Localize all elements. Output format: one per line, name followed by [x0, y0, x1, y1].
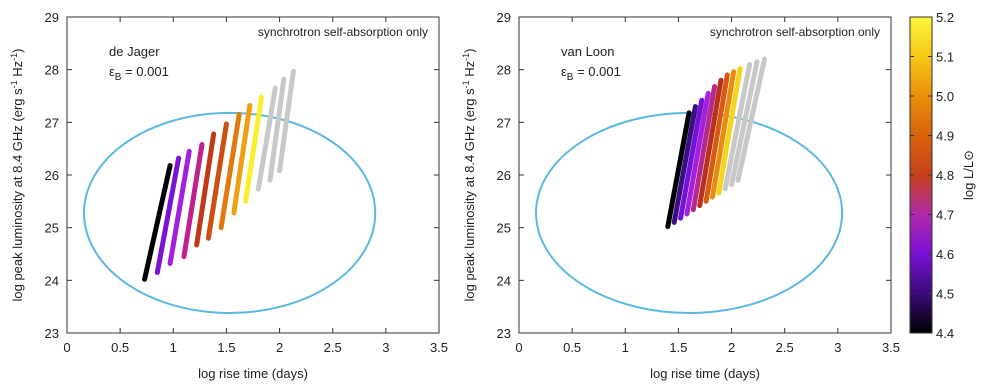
y-label-hz: Hz	[462, 61, 477, 81]
x-tick-label: 0.5	[111, 340, 129, 355]
colorbar-tick-label: 4.7	[936, 208, 954, 223]
colorbar-tick-label: 4.9	[936, 129, 954, 144]
series-line-3	[167, 148, 192, 266]
series-line-4	[181, 141, 205, 260]
x-tick-label: 3.5	[882, 340, 900, 355]
x-tick-label: 2.5	[776, 340, 794, 355]
y-label-main: log peak luminosity at 8.4 GHz (erg s	[462, 88, 477, 302]
y-label-sup2: -1	[9, 53, 19, 61]
x-tick-label: 1	[170, 340, 177, 355]
x-tick-label: 1	[622, 340, 629, 355]
y-label-sup2: -1	[461, 53, 471, 61]
x-tick-label: 3	[382, 340, 389, 355]
series-line-6	[205, 121, 229, 241]
x-tick-label: 1.5	[217, 340, 235, 355]
chart-panel-van-loon: 0 0.5 1 1.5 2 2.5 3 3.5 23 24 25 26 27 28 29 synchrotr…	[461, 10, 900, 381]
y-tick-label: 25	[497, 221, 511, 236]
series-line-12	[277, 68, 296, 174]
y-tick-label: 24	[45, 273, 59, 288]
series-line-11	[267, 76, 287, 183]
model-label: van Loon	[561, 44, 615, 59]
x-axis-label: log rise time (days)	[650, 366, 760, 381]
region-ellipse	[83, 111, 377, 314]
y-tick-label: 28	[497, 63, 511, 78]
y-axis-label: log peak luminosity at 8.4 GHz (erg s-1 …	[9, 48, 25, 301]
series-line-9	[716, 66, 743, 196]
x-tick-label: 3.5	[430, 340, 448, 355]
y-tick-label: 25	[45, 221, 59, 236]
epsilon-subscript: B	[567, 72, 574, 83]
x-tick-label: 1.5	[669, 340, 687, 355]
y-axis-label: log peak luminosity at 8.4 GHz (erg s-1 …	[461, 48, 477, 301]
y-tick-label: 27	[45, 115, 59, 130]
x-tick-label: 2.5	[324, 340, 342, 355]
y-label-close: )	[462, 48, 477, 52]
series-line-12	[735, 56, 768, 183]
series-line-9	[243, 94, 265, 204]
epsilon-symbol: ε	[561, 64, 567, 79]
colorbar-label: log L/L⊙	[961, 150, 976, 200]
epsilon-label: εB = 0.001	[109, 64, 169, 83]
y-tick-label: 23	[45, 326, 59, 341]
y-tick-label: 27	[497, 115, 511, 130]
y-label-main: log peak luminosity at 8.4 GHz (erg s	[10, 88, 25, 302]
y-tick-label: 28	[45, 63, 59, 78]
series-line-4	[684, 90, 711, 217]
x-tick-label: 3	[834, 340, 841, 355]
x-tick-label: 0.5	[563, 340, 581, 355]
y-label-close: )	[10, 48, 25, 52]
colorbar-tick-label: 4.8	[936, 168, 954, 183]
series-line-8	[231, 102, 253, 216]
series-line-8	[709, 69, 737, 200]
colorbar-tick-label: 5.0	[936, 89, 954, 104]
colorbar-tick-label: 5.2	[936, 10, 954, 25]
model-label: de Jager	[109, 44, 160, 59]
x-tick-label: 0	[63, 340, 70, 355]
x-tick-label: 2	[728, 340, 735, 355]
y-label-hz: Hz	[10, 61, 25, 81]
y-tick-label: 29	[45, 10, 59, 25]
colorbar-tick-label: 4.6	[936, 247, 954, 262]
colorbar-tick-label: 4.4	[936, 326, 954, 341]
series-line-2	[154, 155, 182, 275]
x-tick-label: 2	[276, 340, 283, 355]
chart-annotation: synchrotron self-absorption only	[710, 25, 880, 39]
series-line-3	[678, 97, 705, 221]
colorbar: 4.4 4.5 4.6 4.7 4.8 4.9 5.0 5.1 5.2 log L/L⊙	[909, 10, 976, 341]
series-line-5	[690, 84, 718, 213]
y-tick-label: 29	[497, 10, 511, 25]
colorbar-tick-label: 4.5	[936, 287, 954, 302]
series-line-1	[665, 110, 692, 230]
y-tick-label: 26	[45, 168, 59, 183]
y-tick-label: 24	[497, 273, 511, 288]
y-label-sup1: -1	[9, 80, 19, 88]
series-line-10	[722, 61, 753, 192]
chart-annotation: synchrotron self-absorption only	[258, 25, 428, 39]
series-line-6	[697, 77, 724, 209]
series-line-2	[671, 104, 698, 225]
epsilon-subscript: B	[115, 72, 122, 83]
y-tick-label: 26	[497, 168, 511, 183]
series-line-1	[142, 163, 173, 282]
series-line-7	[703, 72, 730, 204]
chart-panel-de-jager: 0 0.5 1 1.5 2 2.5 3 3.5 23 24 25 26 27 28 29 synchrotr…	[9, 10, 448, 381]
epsilon-value: = 0.001	[121, 64, 168, 79]
x-axis-label: log rise time (days)	[198, 366, 308, 381]
colorbar-tick-label: 5.1	[936, 50, 954, 65]
y-label-sup1: -1	[461, 80, 471, 88]
y-tick-label: 23	[497, 326, 511, 341]
epsilon-symbol: ε	[109, 64, 115, 79]
series-line-10	[255, 85, 278, 192]
epsilon-label: εB = 0.001	[561, 64, 621, 83]
series-line-7	[218, 111, 242, 231]
x-tick-label: 0	[515, 340, 522, 355]
epsilon-value: = 0.001	[573, 64, 620, 79]
series-line-11	[729, 59, 760, 187]
series-line-5	[194, 131, 217, 248]
